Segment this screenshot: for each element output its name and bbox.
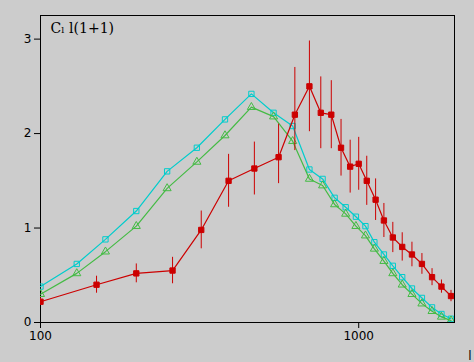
svg-text:3: 3	[24, 32, 32, 46]
svg-text:0: 0	[24, 315, 32, 329]
svg-text:2: 2	[24, 126, 32, 140]
svg-text:Cₗ l(1+1): Cₗ l(1+1)	[51, 20, 115, 36]
svg-text:100: 100	[29, 329, 52, 343]
svg-text:1000: 1000	[343, 329, 374, 343]
svg-text:l: l	[468, 349, 471, 362]
svg-text:1: 1	[24, 221, 32, 235]
